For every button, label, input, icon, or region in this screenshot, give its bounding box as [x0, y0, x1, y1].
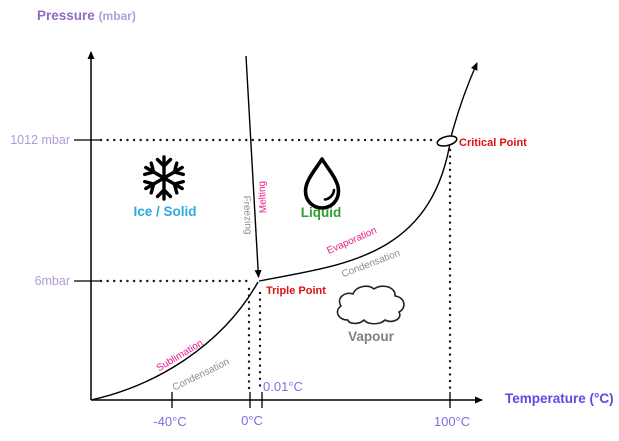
droplet-icon — [303, 157, 341, 210]
sublimation-curve — [90, 281, 259, 401]
freezing-label: Freezing — [240, 195, 254, 235]
temperature-tick-100: 100°C — [433, 414, 471, 429]
pressure-axis-label: Pressure (mbar) — [37, 8, 136, 23]
triple-point-label: Triple Point — [266, 285, 326, 297]
pressure-tick-1012mbar: 1012 mbar — [10, 133, 70, 147]
axis-ticks — [74, 139, 451, 408]
cloud-icon — [336, 285, 405, 325]
vapour-region-label: Vapour — [348, 329, 394, 344]
temperature-tick-0: 0°C — [241, 413, 263, 428]
evaporation-curve — [258, 62, 478, 282]
pressure-axis-unit: (mbar) — [98, 9, 136, 23]
temperature-tick-minus40: -40°C — [153, 414, 187, 429]
temperature-tick-0-01: 0.01°C — [263, 379, 303, 394]
critical-point-label: Critical Point — [459, 137, 527, 149]
pressure-axis-title: Pressure — [37, 8, 95, 23]
melting-label: Melting — [256, 180, 270, 214]
snowflake-icon — [143, 155, 185, 201]
ice-solid-region-label: Ice / Solid — [133, 204, 197, 219]
melting-line — [245, 55, 262, 278]
pressure-tick-6mbar: 6mbar — [34, 274, 70, 288]
critical-point-marker — [436, 135, 458, 147]
guide-lines — [99, 138, 452, 393]
liquid-region-label: Liquid — [300, 205, 342, 220]
temperature-axis-label: Temperature (°C) — [505, 391, 614, 406]
